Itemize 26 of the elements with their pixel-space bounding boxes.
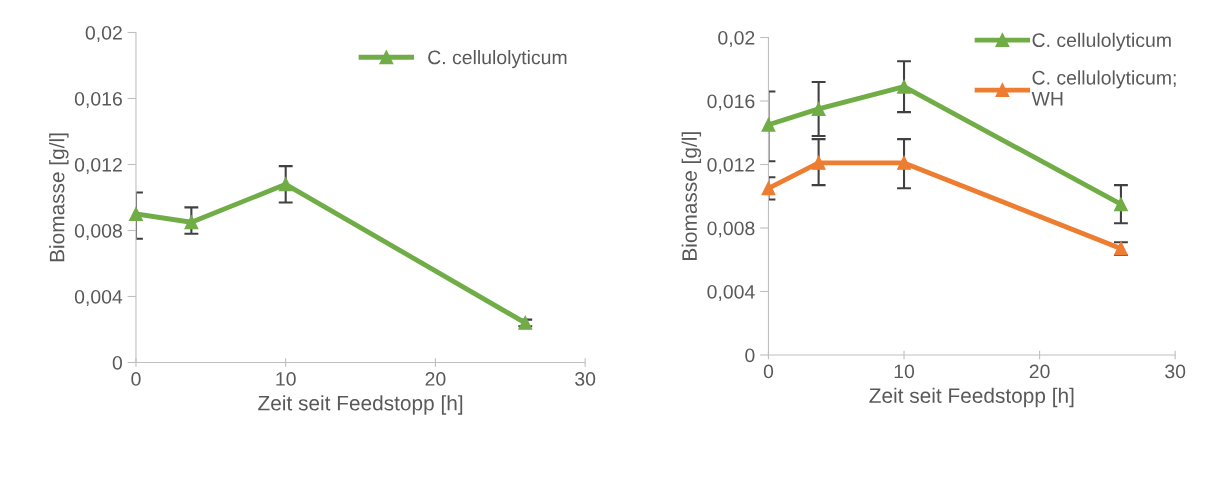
y-axis-title: Biomasse [g/l] xyxy=(681,132,702,260)
y-tick-label: 0,016 xyxy=(707,94,755,111)
legend-label: C. cellulolyticum xyxy=(1032,32,1171,51)
y-tick-label: 0,012 xyxy=(707,157,755,175)
legend-label: C. cellulolyticum; WH xyxy=(1031,70,1176,106)
x-tick-label: 10 xyxy=(894,364,915,379)
y-tick-label: 0,016 xyxy=(74,91,122,109)
y-tick-label: 0,008 xyxy=(74,223,122,241)
y-tick-label: 0,008 xyxy=(707,221,755,238)
y-tick-label: 0,02 xyxy=(85,25,122,43)
x-tick-label: 20 xyxy=(1029,364,1050,379)
x-tick-label: 10 xyxy=(276,372,296,386)
y-tick-label: 0,012 xyxy=(74,157,122,175)
legend-label: C. cellulolyticum xyxy=(428,50,567,69)
x-tick-label: 30 xyxy=(575,372,596,386)
x-tick-label: 0 xyxy=(131,372,141,386)
x-tick-label: 0 xyxy=(763,364,774,379)
y-axis-title: Biomasse [g/l] xyxy=(49,133,69,262)
y-tick-label: 0,02 xyxy=(718,30,755,48)
x-tick-label: 30 xyxy=(1165,364,1186,379)
x-axis-title: Zeit seit Feedstopp [h] xyxy=(869,387,1074,408)
x-axis-title: Zeit seit Feedstopp [h] xyxy=(258,395,463,415)
x-tick-label: 20 xyxy=(425,372,446,386)
y-tick-label: 0 xyxy=(745,348,755,363)
y-tick-label: 0,004 xyxy=(707,284,755,302)
y-tick-label: 0,004 xyxy=(74,289,123,307)
